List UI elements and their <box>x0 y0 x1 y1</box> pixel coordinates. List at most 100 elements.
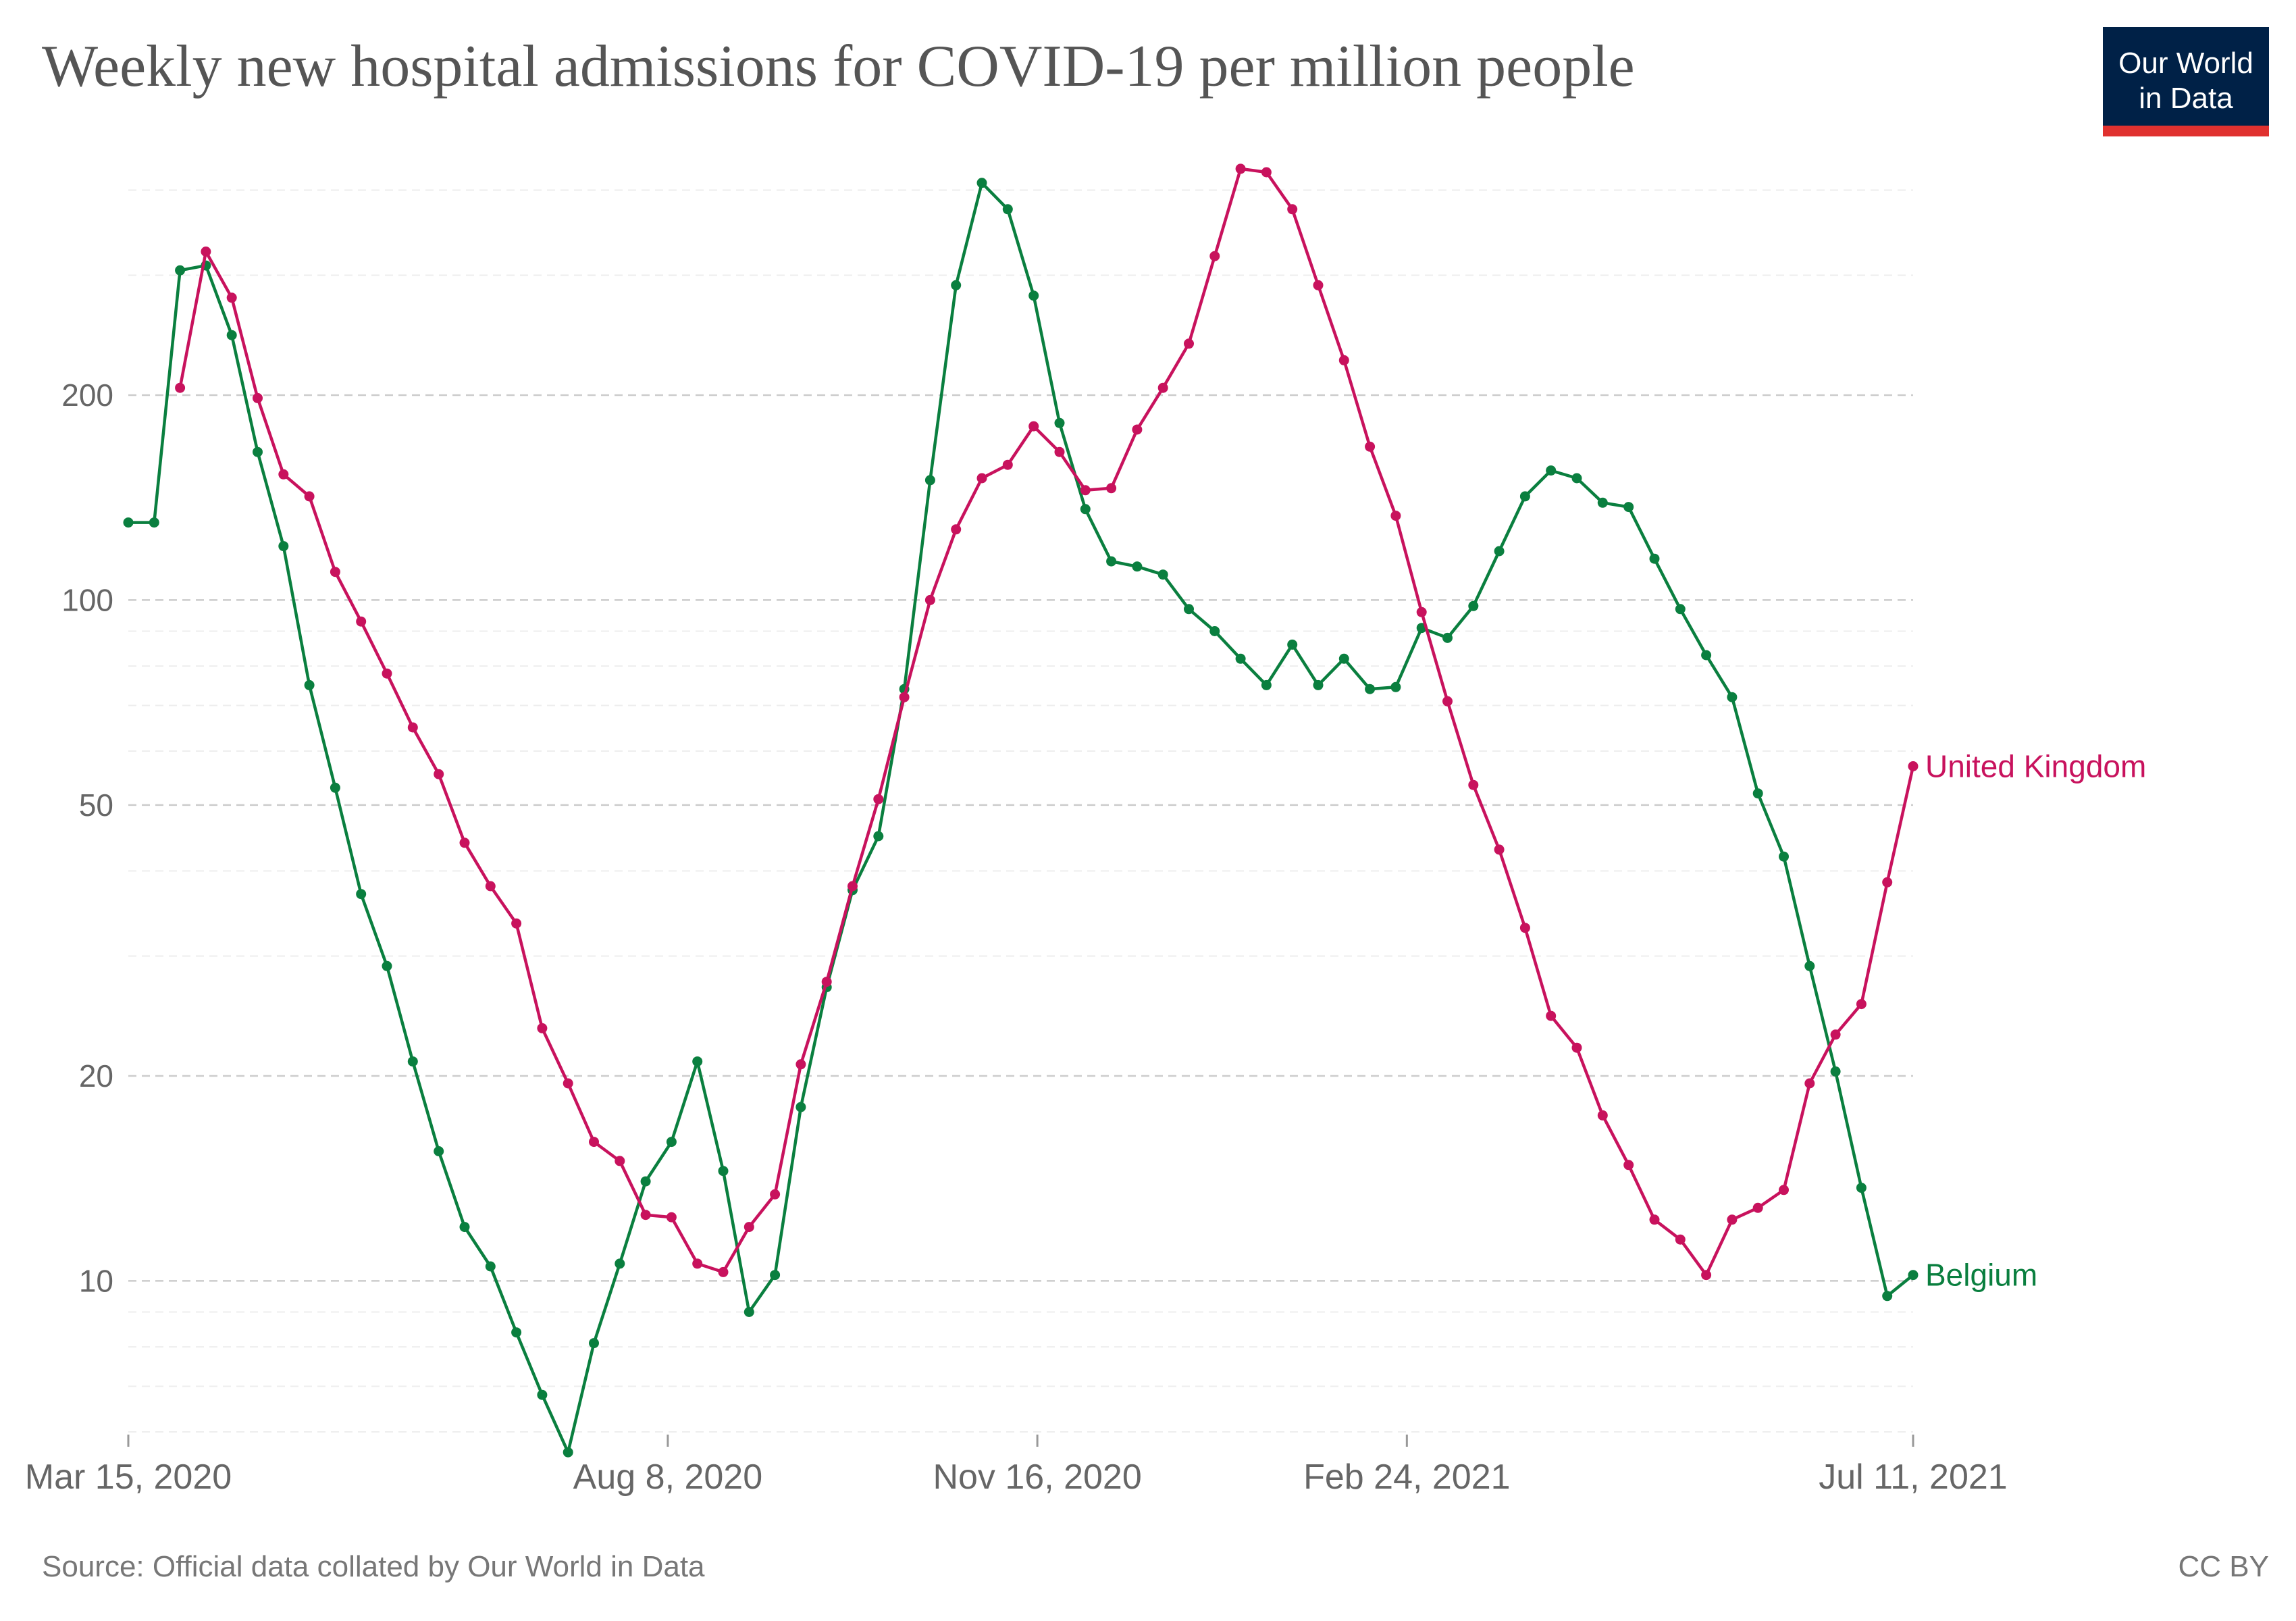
data-point-belgium <box>407 1056 418 1067</box>
data-point-belgium <box>1546 465 1557 476</box>
data-point-belgium <box>1313 679 1324 690</box>
data-point-belgium <box>795 1102 806 1112</box>
data-point-united-kingdom <box>278 469 289 480</box>
data-point-belgium <box>770 1270 781 1281</box>
data-point-belgium <box>1675 604 1686 615</box>
logo-line-2: in Data <box>2139 82 2233 115</box>
license-link[interactable]: CC BY <box>2178 1550 2269 1583</box>
series-belgium: Belgium <box>123 178 2037 1458</box>
data-point-belgium <box>692 1056 703 1067</box>
y-tick-label: 100 <box>61 582 113 617</box>
x-tick-label: Jul 11, 2021 <box>1819 1458 2007 1497</box>
data-point-united-kingdom <box>1028 421 1039 432</box>
data-point-belgium <box>1830 1066 1841 1077</box>
data-point-united-kingdom <box>1235 163 1246 174</box>
data-point-belgium <box>382 960 392 971</box>
data-point-united-kingdom <box>537 1023 548 1033</box>
series-line-belgium <box>128 181 1914 1454</box>
data-point-united-kingdom <box>924 594 935 605</box>
data-point-belgium <box>1597 497 1608 508</box>
data-point-united-kingdom <box>459 838 470 848</box>
data-point-belgium <box>1054 417 1065 428</box>
data-point-belgium <box>1779 851 1789 862</box>
data-point-united-kingdom <box>847 881 858 892</box>
data-point-united-kingdom <box>1184 338 1194 349</box>
data-point-united-kingdom <box>1882 877 1893 887</box>
data-point-belgium <box>485 1261 496 1272</box>
data-point-united-kingdom <box>201 247 211 257</box>
data-point-united-kingdom <box>1132 424 1143 435</box>
y-tick-label: 200 <box>61 378 113 413</box>
data-point-belgium <box>1727 692 1738 702</box>
owid-logo[interactable]: Our World in Data <box>2103 27 2269 136</box>
data-point-united-kingdom <box>1597 1110 1608 1121</box>
data-point-belgium <box>951 280 962 290</box>
data-point-united-kingdom <box>330 567 340 577</box>
y-tick-label: 20 <box>79 1058 113 1093</box>
data-point-united-kingdom <box>1623 1160 1634 1170</box>
data-point-belgium <box>924 475 935 486</box>
data-point-belgium <box>666 1137 677 1148</box>
data-point-united-kingdom <box>770 1189 781 1200</box>
series-label-united-kingdom: United Kingdom <box>1925 748 2146 783</box>
data-point-united-kingdom <box>407 722 418 733</box>
data-point-united-kingdom <box>821 977 832 987</box>
data-point-united-kingdom <box>1287 204 1298 215</box>
data-point-belgium <box>278 541 289 552</box>
data-point-belgium <box>1261 679 1272 690</box>
data-point-united-kingdom <box>563 1078 573 1089</box>
data-point-belgium <box>1882 1291 1893 1302</box>
data-point-united-kingdom <box>1338 355 1349 365</box>
data-point-united-kingdom <box>1701 1270 1712 1281</box>
data-point-belgium <box>1002 204 1013 215</box>
data-point-united-kingdom <box>1546 1010 1557 1021</box>
data-point-belgium <box>1184 604 1194 615</box>
data-point-belgium <box>511 1327 522 1338</box>
data-point-united-kingdom <box>1157 382 1168 393</box>
data-point-belgium <box>1908 1270 1919 1281</box>
data-point-united-kingdom <box>1416 607 1427 617</box>
series-united-kingdom: United Kingdom <box>175 163 2146 1281</box>
data-point-united-kingdom <box>1494 844 1505 855</box>
data-point-united-kingdom <box>1649 1214 1660 1225</box>
data-point-united-kingdom <box>253 392 263 403</box>
data-point-belgium <box>1571 473 1582 484</box>
data-point-belgium <box>149 517 159 528</box>
data-point-united-kingdom <box>640 1210 651 1220</box>
x-tick-label: Aug 8, 2020 <box>573 1458 762 1497</box>
source-note: Source: Official data collated by Our Wo… <box>42 1550 705 1583</box>
data-point-united-kingdom <box>666 1212 677 1223</box>
data-point-belgium <box>1468 600 1479 611</box>
data-point-united-kingdom <box>743 1222 754 1233</box>
data-point-united-kingdom <box>589 1137 599 1148</box>
data-point-belgium <box>459 1222 470 1233</box>
data-point-united-kingdom <box>615 1156 625 1166</box>
data-point-united-kingdom <box>718 1266 729 1277</box>
chart-title: Weekly new hospital admissions for COVID… <box>42 34 1635 99</box>
data-point-united-kingdom <box>1106 483 1117 494</box>
y-tick-label: 10 <box>79 1263 113 1298</box>
data-point-belgium <box>1701 650 1712 661</box>
data-point-belgium <box>226 330 237 340</box>
data-point-united-kingdom <box>1519 923 1530 933</box>
data-point-united-kingdom <box>976 473 987 484</box>
data-point-united-kingdom <box>434 769 444 779</box>
data-point-united-kingdom <box>1468 779 1479 790</box>
data-point-united-kingdom <box>692 1258 703 1269</box>
data-point-belgium <box>123 517 134 528</box>
data-point-united-kingdom <box>1313 280 1324 290</box>
data-point-united-kingdom <box>304 491 315 502</box>
data-point-united-kingdom <box>1390 511 1401 521</box>
data-point-belgium <box>175 265 186 276</box>
data-point-belgium <box>1209 626 1220 636</box>
y-axis: 10 20 50 100 200 <box>61 378 113 1298</box>
data-point-belgium <box>563 1447 573 1458</box>
data-point-belgium <box>1080 504 1091 515</box>
logo-line-1: Our World <box>2118 47 2253 80</box>
data-point-belgium <box>873 831 884 842</box>
data-point-united-kingdom <box>1779 1185 1789 1195</box>
data-point-belgium <box>1235 653 1246 664</box>
data-point-united-kingdom <box>1752 1202 1763 1213</box>
data-point-belgium <box>640 1176 651 1187</box>
